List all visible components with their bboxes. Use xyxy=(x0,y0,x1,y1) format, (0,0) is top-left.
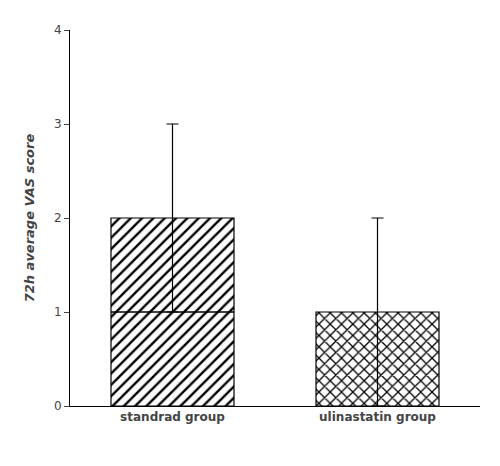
svg-text:3: 3 xyxy=(54,117,62,131)
svg-text:1: 1 xyxy=(54,305,62,319)
svg-text:72h average VAS score: 72h average VAS score xyxy=(22,134,37,303)
svg-text:4: 4 xyxy=(54,23,62,37)
svg-text:2: 2 xyxy=(54,211,62,225)
svg-text:ulinastatin group: ulinastatin group xyxy=(319,410,436,424)
svg-text:0: 0 xyxy=(54,399,62,413)
svg-text:standrad group: standrad group xyxy=(120,410,225,424)
